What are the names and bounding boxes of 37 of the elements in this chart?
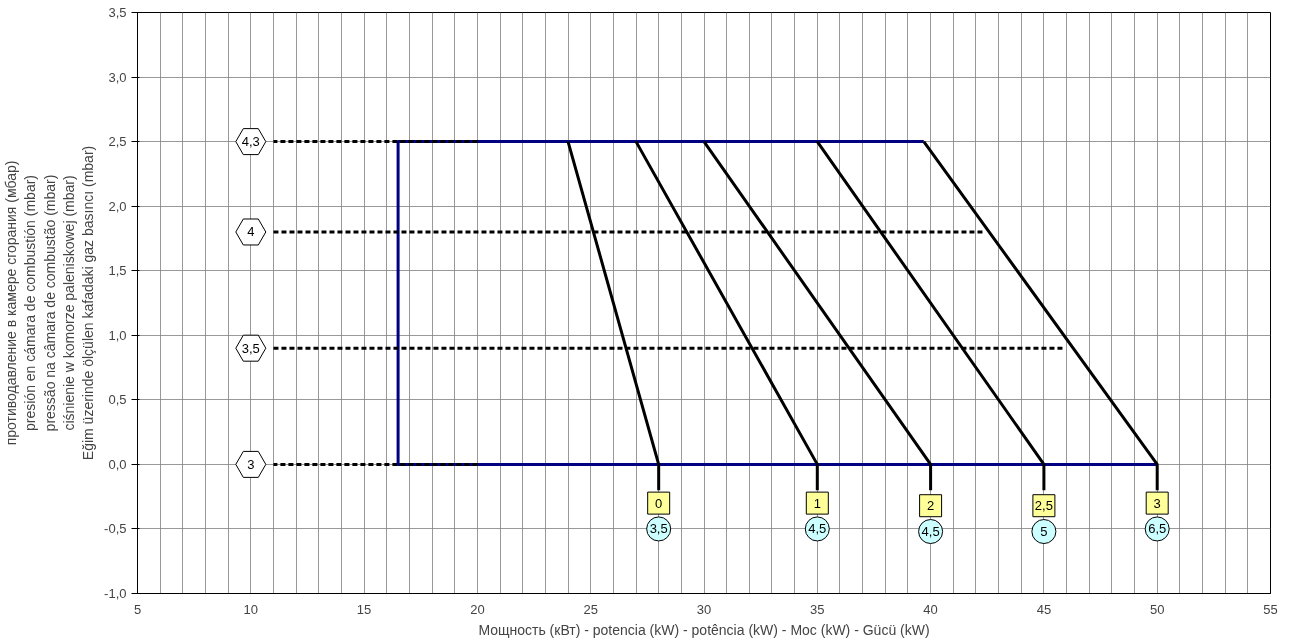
x-tick-label: 30	[696, 601, 712, 617]
annotation: 4,5	[808, 521, 827, 537]
x-tick-label: 55	[1263, 601, 1278, 617]
y-tick-label: 1,5	[108, 263, 127, 279]
annotation: 3	[1153, 495, 1161, 511]
y-tick-label: -1,0	[104, 586, 127, 601]
annotation: 1	[813, 495, 821, 511]
annotation: 0	[655, 495, 663, 511]
x-tick-label: 5	[133, 601, 142, 617]
annotation: 5	[1040, 524, 1048, 540]
y-tick-label: -0,5	[104, 521, 127, 537]
y-tick-label: 3,5	[108, 5, 127, 20]
annotation: 3,5	[241, 340, 260, 356]
annotation: 3,5	[649, 521, 668, 537]
x-tick-label: 40	[923, 601, 938, 617]
annotation: 4,5	[921, 524, 940, 540]
y-tick-label: 3,0	[108, 69, 127, 85]
x-axis-title: Мощность (кВт) - potencia (kW) - potência (kW) - Moc (kW) - Gücü (kW)	[478, 621, 930, 638]
y-tick-label: 0,0	[108, 456, 127, 472]
x-tick-label: 25	[583, 601, 598, 617]
annotation: 2	[926, 498, 935, 514]
annotation: 2,5	[1034, 498, 1053, 514]
y-tick-label: 2,0	[108, 198, 127, 214]
annotation: 6,5	[1148, 521, 1167, 537]
x-tick-label: 15	[356, 601, 372, 617]
y-tick-label: 2,5	[108, 134, 127, 150]
x-tick-label: 50	[1149, 601, 1165, 617]
x-tick-label: 35	[810, 601, 825, 617]
annotation: 3	[247, 456, 255, 472]
annotation: 4,3	[241, 134, 260, 150]
y-tick-label: 1,0	[108, 327, 127, 343]
annotation: 4	[247, 224, 255, 240]
y-axis-title: противодавление в камере сгорания (мбар) presión en cámara de combustión (mbar) pressão na câmara de combustão (mbar) ciśnienie w komorze paleniskowej (mbar) Eğim üzerinde ölçülen kafadaki gaz basıncı (mbar)	[3, 145, 97, 461]
y-tick-label: 0,5	[108, 392, 127, 408]
x-tick-label: 45	[1036, 601, 1052, 617]
x-tick-label: 20	[470, 601, 485, 617]
x-tick-label: 10	[243, 601, 259, 617]
